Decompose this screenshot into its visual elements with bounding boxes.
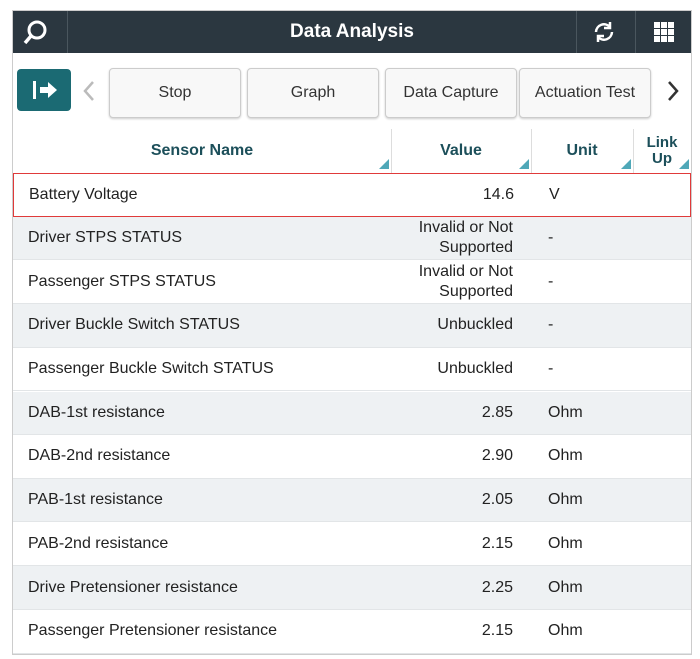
sensor-value: 2.05 <box>481 491 513 509</box>
toolbar: Stop Graph Data Capture Actuation Test <box>13 53 691 130</box>
column-title: Value <box>440 142 482 159</box>
table-row[interactable]: Driver STPS STATUS Invalid or Not Support… <box>13 216 691 261</box>
sensor-value: 2.15 <box>481 534 513 552</box>
column-header[interactable]: Sensor Name <box>13 129 392 173</box>
refresh-button[interactable] <box>576 11 631 53</box>
table-row[interactable]: Passenger STPS STATUS Invalid or Not Supp… <box>13 260 691 304</box>
scroll-right[interactable] <box>663 79 683 103</box>
sensor-value: Unbuckled <box>437 316 513 334</box>
sensor-value: 2.25 <box>481 578 513 596</box>
column-header[interactable]: Unit <box>531 129 634 173</box>
sensor-name: Driver STPS STATUS <box>28 228 183 246</box>
table-row[interactable]: Passenger Pretensioner resistance 2.15 Ohm <box>13 610 691 654</box>
column-header[interactable]: Value <box>391 129 532 173</box>
column-title: Link Up <box>646 134 678 167</box>
sensor-value: Invalid or Not Supported <box>418 218 513 256</box>
sensor-unit: - <box>548 360 554 378</box>
sensor-name: Driver Buckle Switch STATUS <box>28 316 240 334</box>
table-row[interactable]: Drive Pretensioner resistance 2.25 Ohm <box>13 566 691 610</box>
sensor-name: Passenger Buckle Switch STATUS <box>28 360 274 378</box>
toolbar-button[interactable]: Stop <box>109 68 241 118</box>
table-row[interactable]: Driver Buckle Switch STATUS Unbuckled - <box>13 304 691 348</box>
search-button[interactable] <box>13 11 68 53</box>
sensor-name: Passenger Pretensioner resistance <box>28 622 278 640</box>
toolbar-button[interactable]: Data Capture <box>385 68 517 118</box>
sensor-name: Battery Voltage <box>29 185 138 203</box>
sensor-unit: Ohm <box>548 534 583 552</box>
sort-indicator <box>679 159 689 169</box>
sensor-unit: Ohm <box>548 491 583 509</box>
sensor-unit: Ohm <box>548 622 583 640</box>
sensor-value: 14.6 <box>482 185 514 203</box>
sensor-value: Invalid or Not Supported <box>418 262 513 300</box>
table-row[interactable]: DAB-2nd resistance 2.90 Ohm <box>13 435 691 479</box>
table-header: Sensor Name Value Unit Link Up <box>13 129 691 174</box>
table-row[interactable]: PAB-1st resistance 2.05 Ohm <box>13 478 691 523</box>
menu-button[interactable] <box>635 11 692 53</box>
sensor-name: DAB-1st resistance <box>28 403 165 421</box>
table-row[interactable]: DAB-1st resistance 2.85 Ohm <box>13 391 691 436</box>
column-title: Sensor Name <box>150 142 254 159</box>
sensor-value: 2.85 <box>481 403 513 421</box>
column-header[interactable]: Link Up <box>633 129 691 173</box>
sort-indicator <box>621 159 631 169</box>
sensor-unit: Ohm <box>548 447 583 465</box>
sensor-value: Unbuckled <box>437 360 513 378</box>
sort-indicator <box>379 159 389 169</box>
sort-indicator <box>519 159 529 169</box>
table-row[interactable]: Battery Voltage 14.6 V <box>13 173 691 217</box>
table-row[interactable]: PAB-2nd resistance 2.15 Ohm <box>13 522 691 567</box>
sensor-unit: - <box>548 316 554 334</box>
sensor-name: Drive Pretensioner resistance <box>28 578 238 596</box>
toolbar-button[interactable]: Actuation Test <box>519 68 651 118</box>
sensor-value: 2.90 <box>481 447 513 465</box>
sensor-unit: - <box>548 228 554 246</box>
sensor-value: 2.15 <box>481 622 513 640</box>
app: Data Analysis Stop Graph Data Capture Actua… <box>12 10 692 655</box>
sensor-unit: - <box>548 272 554 290</box>
scroll-left[interactable] <box>79 79 99 103</box>
sensor-unit: Ohm <box>548 578 583 596</box>
sensor-name: PAB-1st resistance <box>28 491 163 509</box>
sensor-unit: Ohm <box>548 403 583 421</box>
toolbar-button[interactable]: Graph <box>247 68 379 118</box>
header: Data Analysis <box>13 11 691 53</box>
table-row[interactable]: Passenger Buckle Switch STATUS Unbuckled - <box>13 347 691 392</box>
title: Data Analysis <box>290 21 414 42</box>
sensor-unit: V <box>549 185 560 203</box>
sensor-name: DAB-2nd resistance <box>28 447 171 465</box>
column-title: Unit <box>566 142 598 159</box>
sensor-name: PAB-2nd resistance <box>28 534 169 552</box>
exit-button[interactable] <box>17 69 71 111</box>
sensor-name: Passenger STPS STATUS <box>28 272 216 290</box>
